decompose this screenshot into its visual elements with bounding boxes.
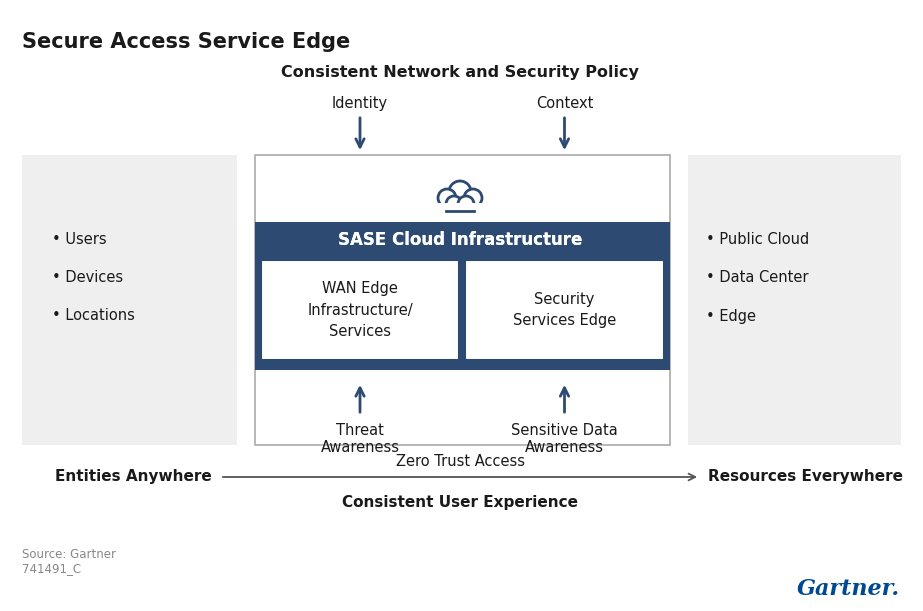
Text: • Edge: • Edge bbox=[706, 309, 756, 323]
Bar bbox=[688, 155, 901, 445]
Circle shape bbox=[446, 196, 462, 212]
Text: Entities Anywhere: Entities Anywhere bbox=[55, 469, 212, 485]
Text: • Locations: • Locations bbox=[52, 309, 135, 323]
Text: • Public Cloud: • Public Cloud bbox=[706, 233, 809, 247]
Text: Secure Access Service Edge: Secure Access Service Edge bbox=[22, 32, 350, 52]
Circle shape bbox=[437, 188, 457, 208]
Bar bbox=[22, 155, 237, 445]
Text: Resources Everywhere: Resources Everywhere bbox=[708, 469, 903, 485]
Text: Identity: Identity bbox=[332, 96, 388, 111]
Circle shape bbox=[445, 195, 463, 213]
Text: 741491_C: 741491_C bbox=[22, 562, 81, 575]
Text: Sensitive Data
Awareness: Sensitive Data Awareness bbox=[511, 423, 617, 455]
Text: Threat
Awareness: Threat Awareness bbox=[320, 423, 400, 455]
Text: • Users: • Users bbox=[52, 233, 107, 247]
Text: • Devices: • Devices bbox=[52, 271, 123, 285]
Bar bbox=[255, 222, 670, 258]
Circle shape bbox=[464, 189, 482, 207]
Bar bbox=[255, 155, 670, 445]
Text: Security
Services Edge: Security Services Edge bbox=[513, 292, 617, 328]
Circle shape bbox=[449, 181, 471, 203]
Text: Consistent Network and Security Policy: Consistent Network and Security Policy bbox=[282, 65, 639, 79]
Circle shape bbox=[438, 189, 456, 207]
Text: Gartner.: Gartner. bbox=[797, 578, 900, 600]
Text: WAN Edge
Infrastructure/
Services: WAN Edge Infrastructure/ Services bbox=[307, 282, 413, 338]
Text: Source: Gartner: Source: Gartner bbox=[22, 548, 116, 561]
Text: Consistent User Experience: Consistent User Experience bbox=[342, 495, 578, 510]
Text: Zero Trust Access: Zero Trust Access bbox=[395, 454, 524, 469]
Circle shape bbox=[458, 196, 474, 212]
Text: SASE Cloud Infrastructure: SASE Cloud Infrastructure bbox=[338, 231, 582, 249]
Text: Context: Context bbox=[536, 96, 593, 111]
Text: SASE Cloud Infrastructure: SASE Cloud Infrastructure bbox=[338, 231, 582, 249]
Bar bbox=[255, 222, 670, 370]
Bar bbox=[438, 203, 482, 221]
Circle shape bbox=[457, 195, 475, 213]
Bar bbox=[465, 260, 664, 360]
Circle shape bbox=[462, 188, 484, 208]
Circle shape bbox=[448, 180, 473, 204]
Text: • Data Center: • Data Center bbox=[706, 271, 809, 285]
Bar bbox=[261, 260, 459, 360]
